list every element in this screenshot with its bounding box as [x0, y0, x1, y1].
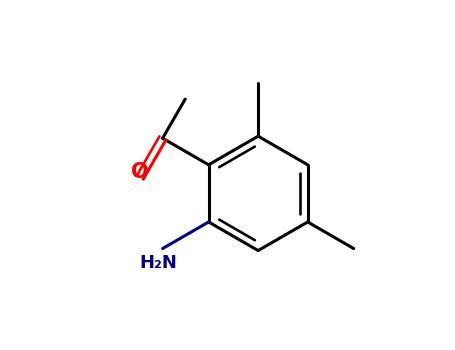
- Text: O: O: [131, 162, 149, 182]
- Text: H₂N: H₂N: [140, 254, 177, 272]
